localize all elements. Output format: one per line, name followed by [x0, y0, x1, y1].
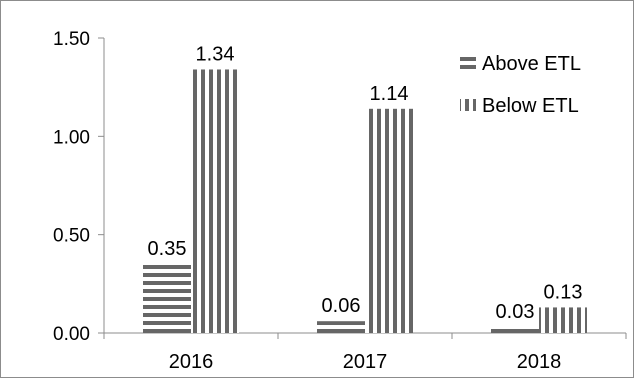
legend-label: Below ETL — [482, 95, 579, 117]
data-label: 0.03 — [496, 301, 535, 323]
data-label: 1.34 — [196, 43, 235, 65]
legend-swatch — [460, 99, 476, 111]
bar — [191, 69, 239, 333]
bar — [539, 307, 587, 333]
legend-label: Above ETL — [482, 53, 581, 75]
legend: Above ETL Below ETL — [460, 53, 581, 117]
legend-swatch — [460, 57, 476, 69]
x-tick-label: 2018 — [517, 351, 562, 373]
data-label: 1.14 — [370, 83, 409, 105]
data-label: 0.06 — [322, 295, 361, 317]
y-tick-label: 1.50 — [53, 29, 90, 50]
x-tick-label: 2017 — [343, 351, 388, 373]
x-tick-label: 2016 — [169, 351, 214, 373]
y-tick-label: 1.00 — [53, 127, 90, 148]
data-label: 0.35 — [148, 238, 187, 260]
bar — [365, 108, 413, 333]
bar — [317, 321, 365, 333]
y-tick-label: 0.50 — [53, 226, 90, 247]
data-label: 0.13 — [544, 281, 583, 303]
bar — [491, 327, 539, 333]
y-tick-label: 0.00 — [53, 324, 90, 345]
bar — [143, 264, 191, 333]
